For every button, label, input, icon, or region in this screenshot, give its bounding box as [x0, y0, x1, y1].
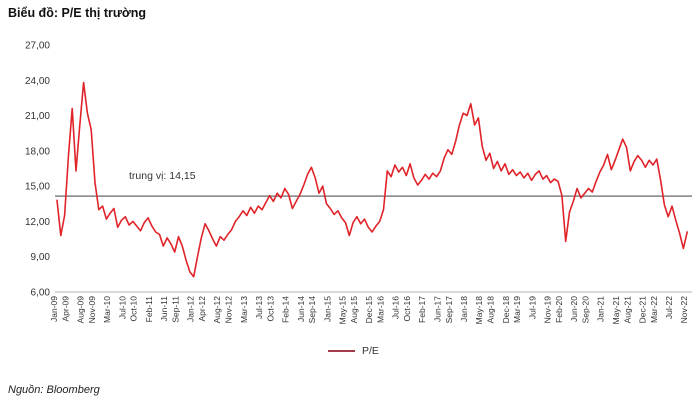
x-tick-label: Dec-15 [364, 296, 374, 324]
x-tick-label: Jan-18 [459, 296, 469, 322]
x-tick-label: Jan-09 [49, 296, 59, 322]
y-tick-label: 6,00 [31, 288, 51, 299]
x-tick-label: Jan-21 [596, 296, 606, 322]
x-tick-label: Aug-09 [76, 296, 86, 324]
x-tick-label: Jun-20 [569, 296, 579, 322]
x-tick-label: Mar-13 [239, 296, 249, 323]
x-tick-label: Jun-11 [159, 296, 169, 322]
x-tick-label: Mar-16 [376, 296, 386, 323]
x-tick-label: Jul-19 [527, 296, 537, 319]
y-tick-label: 15,00 [25, 182, 50, 193]
x-tick-label: Sep-11 [171, 296, 181, 323]
x-tick-label: Nov-09 [87, 296, 97, 324]
x-tick-label: Aug-21 [622, 296, 632, 324]
chart-title: Biểu đồ: P/E thị trường [8, 6, 147, 20]
x-tick-label: Mar-22 [649, 296, 659, 323]
x-tick-label: Jul-16 [391, 296, 401, 319]
x-tick-label: Nov-19 [543, 296, 553, 324]
y-tick-label: 21,00 [25, 111, 50, 122]
x-tick-label: Feb-14 [281, 296, 291, 323]
x-tick-label: Nov-22 [679, 296, 689, 324]
pe-series-line [56, 81, 689, 278]
x-tick-label: Feb-20 [554, 296, 564, 323]
x-tick-label: Oct-13 [265, 296, 275, 322]
legend-series-label: P/E [362, 345, 379, 357]
x-tick-label: Dec-21 [637, 296, 647, 324]
x-tick-label: Sep-14 [307, 296, 317, 324]
x-tick-label: Apr-09 [60, 296, 70, 322]
y-tick-label: 24,00 [25, 76, 50, 87]
x-tick-label: Jul-10 [117, 296, 127, 319]
x-tick-label: May-15 [338, 296, 348, 325]
x-tick-label: Jul-13 [254, 296, 264, 319]
x-tick-label: Mar-19 [512, 296, 522, 323]
x-tick-label: Mar-10 [102, 296, 112, 323]
x-tick-label: Nov-12 [224, 296, 234, 324]
median-annotation: trung vị: 14,15 [129, 170, 196, 182]
x-tick-label: May-21 [611, 296, 621, 325]
y-tick-label: 18,00 [25, 146, 50, 157]
x-tick-label: Apr-12 [197, 296, 207, 322]
x-tick-label: Sep-17 [444, 296, 454, 324]
x-tick-label: Jun-14 [296, 296, 306, 322]
source-note: Nguồn: Bloomberg [8, 384, 100, 396]
x-tick-label: Feb-17 [417, 296, 427, 323]
x-tick-label: Jan-15 [322, 296, 332, 322]
x-tick-label: Jul-22 [664, 296, 674, 319]
x-tick-label: Dec-18 [501, 296, 511, 324]
y-tick-label: 27,00 [25, 41, 50, 52]
x-tick-label: Jan-12 [186, 296, 196, 322]
x-tick-label: Aug-18 [486, 296, 496, 324]
x-tick-label: Aug-12 [212, 296, 222, 324]
x-tick-label: Feb-11 [144, 296, 154, 323]
y-tick-label: 12,00 [25, 217, 50, 228]
x-tick-label: Aug-15 [349, 296, 359, 324]
x-tick-label: Sep-20 [581, 296, 591, 324]
y-tick-label: 9,00 [31, 252, 51, 263]
x-tick-label: Oct-16 [402, 296, 412, 322]
x-tick-label: Jun-17 [432, 296, 442, 322]
chart-legend: P/E [328, 345, 379, 357]
x-tick-label: May-18 [474, 296, 484, 325]
x-tick-label: Oct-10 [129, 296, 139, 322]
legend-line-marker-icon [328, 350, 355, 352]
